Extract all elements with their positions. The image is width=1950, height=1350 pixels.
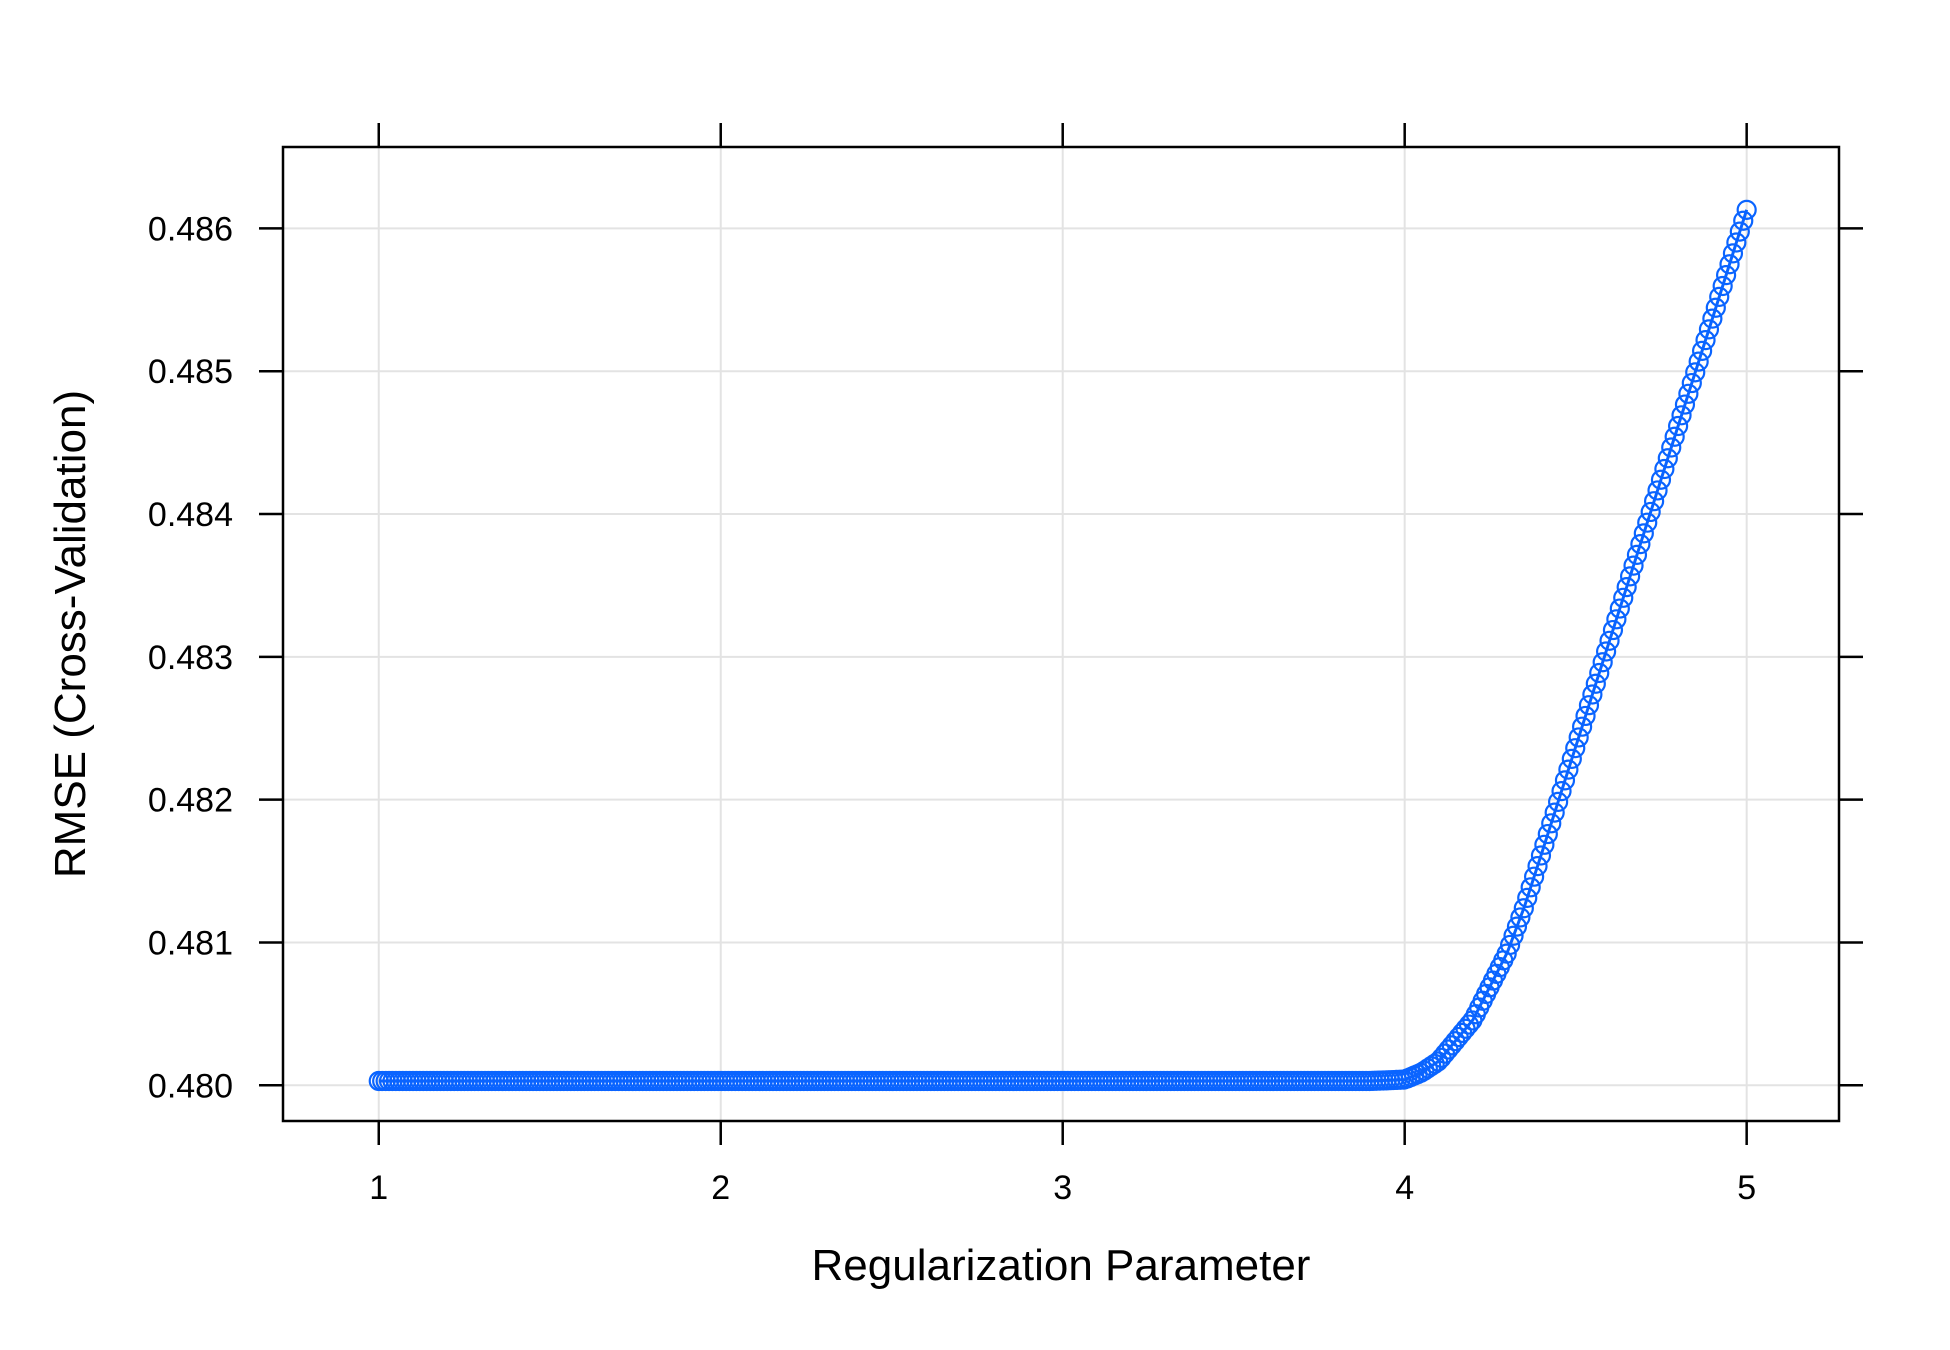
y-axis-title: RMSE (Cross-Validation) xyxy=(46,390,95,878)
data-point xyxy=(1698,319,1720,340)
data-point xyxy=(1503,925,1524,946)
data-point xyxy=(1506,916,1528,937)
data-point xyxy=(1544,802,1565,823)
data-point xyxy=(1548,791,1569,812)
data-point xyxy=(1695,330,1716,351)
data-point xyxy=(1424,1053,1445,1074)
data-point xyxy=(1733,210,1754,231)
data-point xyxy=(1613,587,1634,608)
data-point xyxy=(1630,534,1651,555)
x-axis-title: Regularization Parameter xyxy=(812,1241,1311,1290)
data-point xyxy=(1709,286,1730,307)
data-point xyxy=(1554,770,1576,791)
data-point xyxy=(1667,415,1689,437)
data-point xyxy=(1616,576,1637,598)
data-point xyxy=(1568,727,1589,748)
data-point xyxy=(1637,512,1658,533)
y-tick-label: 0.481 xyxy=(148,924,233,962)
x-tick-label: 4 xyxy=(1395,1169,1414,1207)
x-tick-label: 2 xyxy=(711,1169,730,1207)
data-point xyxy=(1664,426,1685,447)
data-point xyxy=(1715,265,1737,286)
data-point xyxy=(1500,934,1521,956)
data-point xyxy=(1674,394,1696,415)
data-point xyxy=(1541,813,1562,834)
data-point xyxy=(1496,943,1517,964)
y-tick-label: 0.486 xyxy=(148,210,233,248)
data-point xyxy=(1589,662,1610,684)
data-point xyxy=(1678,383,1699,404)
data-point xyxy=(1592,652,1613,673)
x-tick-label: 1 xyxy=(369,1169,388,1207)
data-point xyxy=(1530,845,1552,866)
data-series xyxy=(368,199,1757,1092)
data-point xyxy=(1599,630,1620,651)
data-point xyxy=(1517,887,1538,909)
y-tick-label: 0.482 xyxy=(148,782,233,820)
x-tick-label: 5 xyxy=(1737,1169,1756,1207)
data-point xyxy=(1527,856,1548,877)
data-point xyxy=(1719,254,1740,275)
data-point xyxy=(1572,716,1593,737)
data-point xyxy=(1633,523,1654,544)
plot-frame xyxy=(281,145,1841,1123)
data-point xyxy=(1736,199,1757,220)
data-point xyxy=(1558,759,1579,780)
y-tick-label: 0.485 xyxy=(148,353,233,391)
data-point xyxy=(1578,695,1600,716)
data-point xyxy=(1623,555,1644,576)
data-point xyxy=(1458,1014,1480,1035)
data-point xyxy=(1602,619,1624,641)
data-point xyxy=(1551,781,1572,802)
data-point xyxy=(1513,898,1534,919)
data-point xyxy=(1661,437,1682,458)
data-point xyxy=(1565,738,1586,759)
data-point xyxy=(1606,609,1627,630)
data-point xyxy=(1575,705,1596,727)
data-point xyxy=(1712,275,1733,297)
data-point xyxy=(1643,491,1665,512)
x-tick-label: 3 xyxy=(1053,1169,1072,1207)
y-tick-label: 0.483 xyxy=(148,639,233,677)
data-point xyxy=(1685,362,1706,383)
axis-ticks: 1 2 3 4 5 0.480 0.481 0.482 0.483 0.484 0.485 0.486 xyxy=(148,123,1863,1207)
data-point xyxy=(1524,866,1545,887)
data-point xyxy=(1650,469,1672,490)
data-point xyxy=(1705,297,1726,318)
data-point xyxy=(1654,458,1675,480)
data-point xyxy=(1537,823,1558,845)
y-tick-label: 0.480 xyxy=(148,1067,233,1105)
data-point xyxy=(1626,544,1648,565)
data-point xyxy=(1510,907,1531,928)
data-point xyxy=(1561,748,1582,770)
data-point xyxy=(1681,372,1702,394)
data-point xyxy=(1647,480,1668,501)
y-tick-label: 0.484 xyxy=(148,496,233,534)
data-point xyxy=(1520,877,1541,898)
data-point xyxy=(1534,834,1555,855)
data-point xyxy=(1595,641,1617,662)
data-point xyxy=(1671,405,1692,426)
data-point xyxy=(1688,351,1709,372)
data-point xyxy=(1657,448,1678,469)
data-point xyxy=(1585,673,1606,694)
data-point xyxy=(1702,308,1723,329)
data-point xyxy=(1609,598,1630,619)
data-point xyxy=(1726,232,1747,253)
data-point xyxy=(1691,340,1713,361)
data-point xyxy=(1722,243,1744,264)
data-point xyxy=(1729,221,1750,242)
data-point xyxy=(1640,501,1661,523)
data-point xyxy=(1619,566,1641,587)
data-point xyxy=(1582,684,1603,705)
